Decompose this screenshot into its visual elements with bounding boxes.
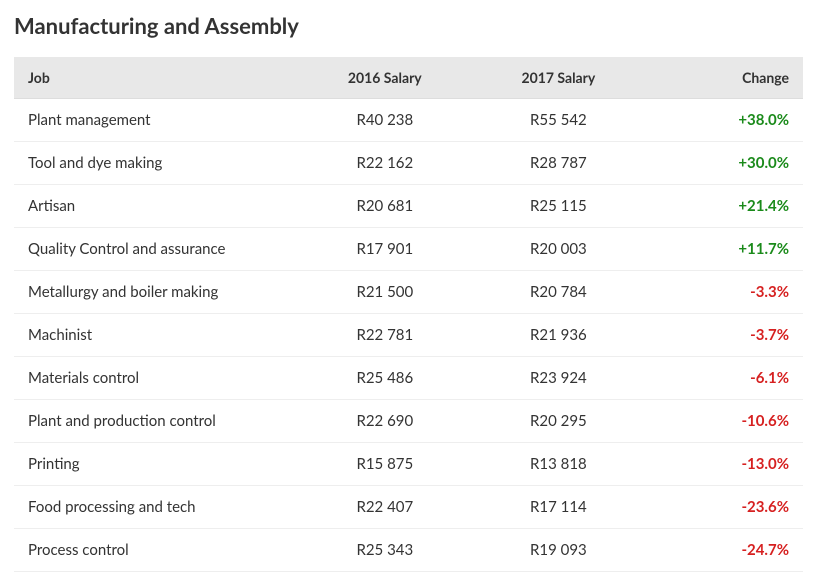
cell-salary-2016: R25 486 xyxy=(298,357,472,400)
cell-job: Metallurgy and boiler making xyxy=(14,271,298,314)
cell-salary-2016: R21 500 xyxy=(298,271,472,314)
cell-job: Tool and dye making xyxy=(14,142,298,185)
cell-salary-2016: R17 901 xyxy=(298,228,472,271)
cell-salary-2017: R17 114 xyxy=(472,486,646,529)
cell-change: -3.3% xyxy=(645,271,803,314)
table-header-row: Job 2016 Salary 2017 Salary Change xyxy=(14,57,803,99)
cell-job: Printing xyxy=(14,443,298,486)
table-row: Plant and production controlR22 690R20 2… xyxy=(14,400,803,443)
cell-salary-2017: R20 003 xyxy=(472,228,646,271)
cell-job: Materials control xyxy=(14,357,298,400)
cell-salary-2016: R22 407 xyxy=(298,486,472,529)
cell-change: -24.7% xyxy=(645,529,803,572)
cell-salary-2017: R55 542 xyxy=(472,99,646,142)
col-header-salary-2017: 2017 Salary xyxy=(472,57,646,99)
cell-job: Process control xyxy=(14,529,298,572)
cell-job: Machinist xyxy=(14,314,298,357)
cell-change: -3.7% xyxy=(645,314,803,357)
salary-table: Job 2016 Salary 2017 Salary Change Plant… xyxy=(14,57,803,572)
cell-job: Food processing and tech xyxy=(14,486,298,529)
table-row: Metallurgy and boiler makingR21 500R20 7… xyxy=(14,271,803,314)
cell-salary-2016: R22 162 xyxy=(298,142,472,185)
cell-job: Quality Control and assurance xyxy=(14,228,298,271)
cell-change: +11.7% xyxy=(645,228,803,271)
cell-change: +38.0% xyxy=(645,99,803,142)
cell-salary-2016: R22 781 xyxy=(298,314,472,357)
table-row: Food processing and techR22 407R17 114-2… xyxy=(14,486,803,529)
col-header-salary-2016: 2016 Salary xyxy=(298,57,472,99)
table-row: Quality Control and assuranceR17 901R20 … xyxy=(14,228,803,271)
cell-salary-2016: R15 875 xyxy=(298,443,472,486)
page-title: Manufacturing and Assembly xyxy=(14,12,803,39)
table-row: MachinistR22 781R21 936-3.7% xyxy=(14,314,803,357)
cell-change: +30.0% xyxy=(645,142,803,185)
cell-salary-2017: R28 787 xyxy=(472,142,646,185)
cell-change: +21.4% xyxy=(645,185,803,228)
cell-salary-2017: R19 093 xyxy=(472,529,646,572)
table-row: Tool and dye makingR22 162R28 787+30.0% xyxy=(14,142,803,185)
table-row: Process controlR25 343R19 093-24.7% xyxy=(14,529,803,572)
cell-salary-2017: R13 818 xyxy=(472,443,646,486)
table-row: ArtisanR20 681R25 115+21.4% xyxy=(14,185,803,228)
col-header-change: Change xyxy=(645,57,803,99)
cell-salary-2016: R22 690 xyxy=(298,400,472,443)
cell-job: Plant management xyxy=(14,99,298,142)
cell-change: -13.0% xyxy=(645,443,803,486)
table-row: Materials controlR25 486R23 924-6.1% xyxy=(14,357,803,400)
cell-salary-2017: R23 924 xyxy=(472,357,646,400)
cell-change: -10.6% xyxy=(645,400,803,443)
cell-salary-2016: R20 681 xyxy=(298,185,472,228)
cell-salary-2016: R25 343 xyxy=(298,529,472,572)
cell-change: -23.6% xyxy=(645,486,803,529)
cell-job: Plant and production control xyxy=(14,400,298,443)
cell-salary-2017: R20 784 xyxy=(472,271,646,314)
cell-salary-2017: R25 115 xyxy=(472,185,646,228)
cell-salary-2017: R20 295 xyxy=(472,400,646,443)
cell-salary-2016: R40 238 xyxy=(298,99,472,142)
table-row: Plant managementR40 238R55 542+38.0% xyxy=(14,99,803,142)
cell-salary-2017: R21 936 xyxy=(472,314,646,357)
cell-change: -6.1% xyxy=(645,357,803,400)
col-header-job: Job xyxy=(14,57,298,99)
cell-job: Artisan xyxy=(14,185,298,228)
table-body: Plant managementR40 238R55 542+38.0%Tool… xyxy=(14,99,803,572)
table-row: PrintingR15 875R13 818-13.0% xyxy=(14,443,803,486)
